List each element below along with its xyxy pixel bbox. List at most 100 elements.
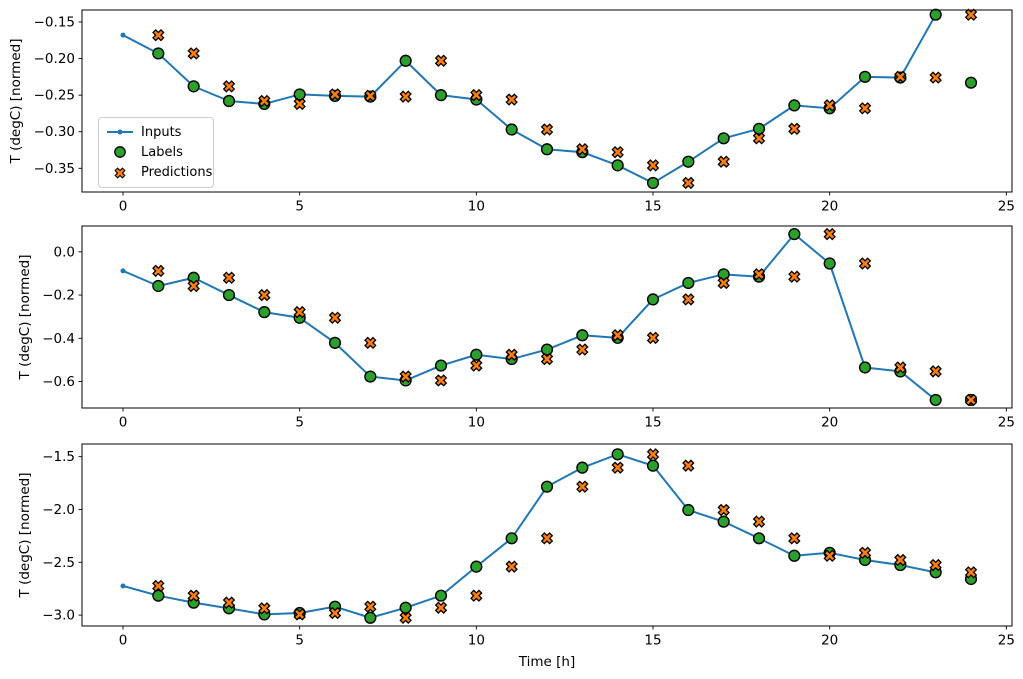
y-tick-label: −0.6	[42, 374, 75, 390]
predictions-point	[611, 329, 624, 342]
x-tick-label: 20	[821, 199, 838, 215]
axes-frame	[81, 225, 1013, 409]
predictions-point	[328, 606, 342, 620]
x-tick-label: 15	[644, 415, 661, 431]
y-tick-label: −2.5	[42, 555, 75, 571]
predictions-point	[328, 311, 342, 324]
legend-entry-labels: Labels	[106, 145, 206, 159]
series-labels	[152, 8, 978, 190]
labels-point	[682, 155, 695, 168]
x-tick-label: 5	[295, 199, 304, 215]
predictions-point	[364, 336, 377, 350]
predictions-point	[399, 370, 412, 383]
labels-point	[505, 532, 518, 545]
labels-point	[717, 515, 730, 528]
predictions-point	[293, 97, 306, 111]
predictions-point	[258, 288, 271, 302]
series-labels	[152, 448, 978, 624]
labels-point	[434, 89, 448, 102]
labels-point	[646, 176, 660, 190]
predictions-point	[187, 279, 200, 293]
labels-point	[788, 228, 801, 241]
predictions-point	[929, 558, 942, 572]
labels-point	[364, 611, 377, 624]
y-tick-label: −0.35	[34, 161, 75, 177]
predictions-point	[434, 601, 448, 614]
predictions-point	[293, 305, 306, 319]
predictions-point	[364, 600, 377, 613]
inputs-point	[120, 268, 126, 274]
y-tick-label: −3.0	[42, 608, 75, 624]
predictions-point	[646, 331, 660, 345]
x-tick-label: 0	[119, 633, 128, 649]
predictions-point	[611, 145, 624, 159]
predictions-point	[399, 90, 412, 103]
predictions-point	[576, 480, 589, 493]
labels-point	[929, 393, 942, 407]
labels-point	[152, 47, 165, 60]
labels-point	[646, 293, 660, 306]
series-predictions	[152, 227, 978, 407]
predictions-point	[187, 47, 200, 60]
predictions-point	[222, 80, 236, 93]
labels-point	[540, 143, 554, 156]
labels-point	[682, 276, 695, 290]
y-tick-label: −0.4	[42, 331, 75, 347]
predictions-point	[258, 602, 271, 615]
predictions-point	[470, 359, 483, 372]
subplot-3: 0 5 10 15 20 25 −1.5 −2.0 −2.5 −3.0	[42, 443, 1015, 649]
x-tick-label: 0	[119, 199, 128, 215]
predictions-point	[364, 89, 377, 103]
legend-label-labels: Labels	[141, 144, 183, 160]
axes-frame	[81, 9, 1013, 193]
predictions-point	[929, 365, 942, 378]
labels-circle-icon	[114, 146, 126, 159]
predictions-point	[788, 122, 801, 136]
predictions-point	[328, 88, 342, 101]
series-inputs	[120, 12, 939, 186]
predictions-point	[717, 276, 730, 290]
y-tick-label: −0.25	[34, 88, 75, 104]
predictions-point	[717, 503, 730, 517]
labels-point	[611, 448, 624, 461]
axes-frame	[81, 443, 1013, 627]
x-tick-label: 25	[998, 415, 1015, 431]
labels-point	[752, 122, 766, 135]
predictions-point	[964, 566, 978, 579]
subplot-1: 0 5 10 15 20 25 −0.15 −0.20 −0.25 −0.30 −0.35	[34, 8, 1015, 215]
predictions-point	[717, 155, 730, 168]
labels-point	[611, 159, 624, 172]
predictions-point	[187, 589, 200, 602]
labels-point	[858, 361, 872, 374]
inputs-point	[120, 583, 126, 589]
predictions-point	[258, 94, 271, 108]
series-inputs	[120, 451, 939, 621]
labels-point	[152, 589, 165, 602]
predictions-point	[505, 348, 518, 361]
predictions-point	[858, 546, 872, 560]
predictions-point	[894, 361, 907, 374]
series-predictions	[152, 8, 978, 190]
predictions-point	[470, 589, 483, 602]
labels-point	[434, 359, 448, 372]
inputs-line	[122, 14, 937, 184]
predictions-point	[964, 393, 978, 407]
predictions-point	[823, 227, 836, 241]
labels-point	[964, 76, 978, 89]
labels-point	[788, 99, 801, 112]
labels-point	[788, 549, 801, 562]
labels-point	[328, 336, 342, 349]
predictions-point	[434, 54, 448, 67]
x-tick-label: 20	[821, 633, 838, 649]
predictions-point	[611, 461, 624, 474]
predictions-point	[470, 88, 483, 102]
legend-entry-predictions: Predictions	[106, 166, 212, 180]
x-tick-label: 5	[295, 415, 304, 431]
y-axis-label-subplot-1: T (degC) [normed]	[8, 38, 24, 164]
y-tick-label: −0.2	[42, 288, 75, 304]
predictions-point	[540, 532, 554, 545]
predictions-point	[540, 123, 554, 136]
predictions-point	[823, 549, 836, 562]
predictions-point	[752, 132, 766, 145]
